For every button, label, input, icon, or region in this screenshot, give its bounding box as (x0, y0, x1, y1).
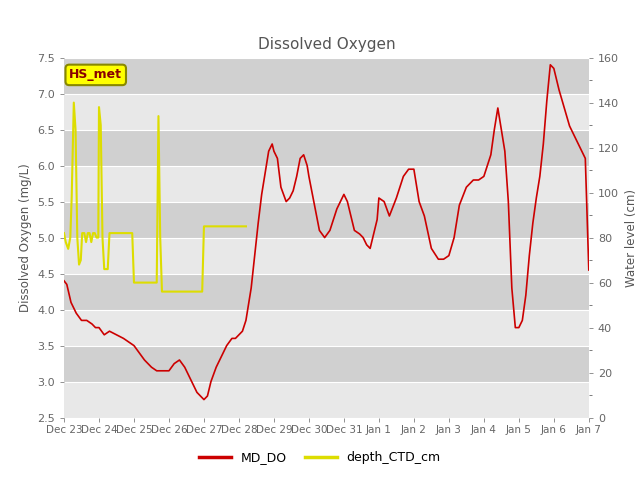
MD_DO (204, 393, 211, 399)
depth_CTD_cm (88, 239, 95, 245)
Bar (64, 310, 589, 346)
MD_DO (200, 396, 208, 402)
depth_CTD_cm (196, 288, 204, 294)
Bar (64, 94, 589, 130)
Bar (64, 58, 589, 94)
MD_DO (585, 267, 593, 273)
Bar (64, 346, 589, 382)
Bar (64, 274, 589, 310)
depth_CTD_cm (158, 288, 166, 294)
depth_CTD_cm (60, 230, 68, 236)
depth_CTD_cm (132, 280, 140, 286)
MD_DO (293, 173, 301, 179)
MD_DO (556, 87, 563, 93)
Bar (64, 382, 589, 418)
depth_CTD_cm (141, 280, 148, 286)
Line: MD_DO: MD_DO (64, 65, 589, 399)
Text: HS_met: HS_met (69, 68, 122, 82)
Bar (64, 166, 589, 202)
Legend: MD_DO, depth_CTD_cm: MD_DO, depth_CTD_cm (195, 446, 445, 469)
MD_DO (547, 62, 554, 68)
Title: Dissolved Oxygen: Dissolved Oxygen (257, 37, 396, 52)
Bar (64, 238, 589, 274)
Bar (64, 202, 589, 238)
depth_CTD_cm (242, 224, 250, 229)
MD_DO (415, 199, 423, 204)
depth_CTD_cm (62, 239, 70, 245)
Y-axis label: Dissolved Oxygen (mg/L): Dissolved Oxygen (mg/L) (19, 163, 31, 312)
MD_DO (120, 336, 127, 341)
depth_CTD_cm (70, 100, 77, 106)
Line: depth_CTD_cm: depth_CTD_cm (64, 103, 246, 291)
depth_CTD_cm (195, 288, 202, 294)
Y-axis label: Water level (cm): Water level (cm) (625, 189, 637, 287)
MD_DO (380, 199, 388, 204)
Bar (64, 130, 589, 166)
MD_DO (60, 278, 68, 284)
